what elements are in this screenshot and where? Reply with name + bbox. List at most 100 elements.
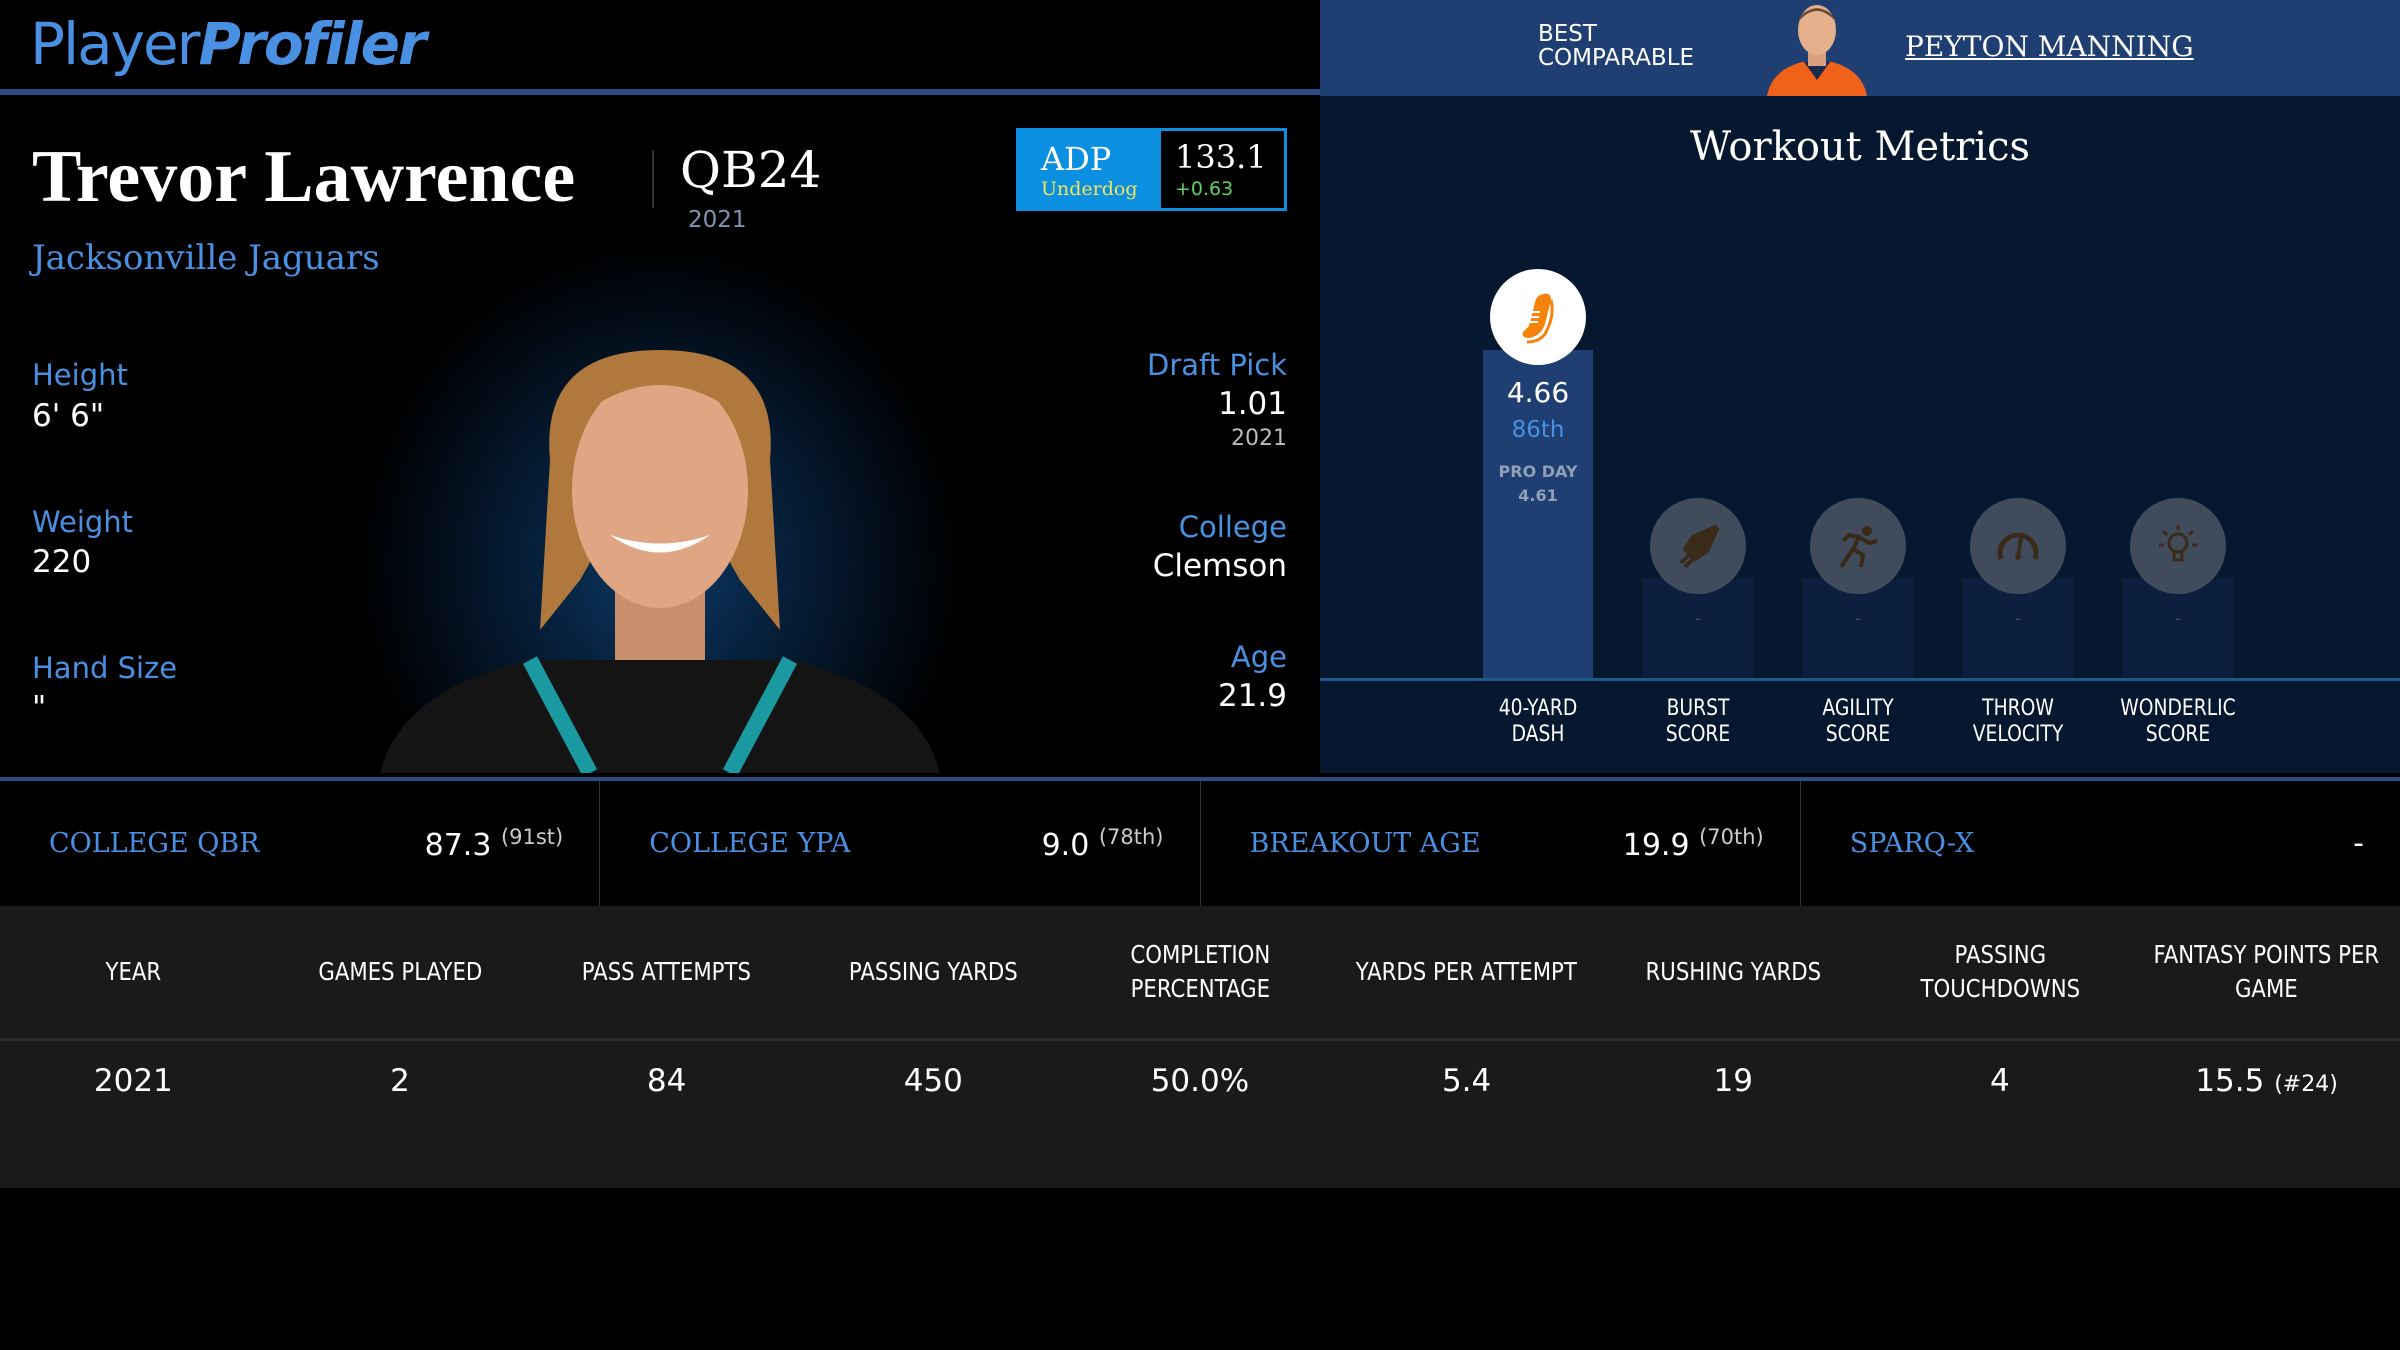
divider <box>0 89 1320 95</box>
draft-year: 2021 <box>1231 426 1287 451</box>
label-line1: THROW <box>1982 696 2054 721</box>
stat-label: BREAKOUT AGE <box>1249 828 1481 859</box>
metric-percentile: 86th <box>1511 417 1565 443</box>
metric-bar-throw-velocity <box>1963 578 2073 678</box>
adp-value-box: 133.1 +0.63 <box>1161 131 1284 208</box>
season-stats-table: YEAR GAMES PLAYED PASS ATTEMPTS PASSING … <box>0 906 2400 1188</box>
stat-label: COLLEGE YPA <box>649 828 851 859</box>
logo-part1: Player <box>30 10 200 78</box>
stat-value: - <box>2353 826 2364 861</box>
table-cell: 15.5 (#24) <box>2133 1063 2400 1099</box>
stat-college-qbr: COLLEGE QBR 87.3 (91st) <box>0 781 601 906</box>
fantasy-rank: (#24) <box>2274 1072 2338 1097</box>
comparable-player-photo <box>1767 5 1867 96</box>
metric-value: 4.66 <box>1506 376 1570 409</box>
adp-box: ADP Underdog 133.1 +0.63 <box>1016 128 1287 211</box>
table-header-row: YEAR GAMES PLAYED PASS ATTEMPTS PASSING … <box>0 906 2400 1041</box>
label-line2: SCORE <box>1665 722 1731 747</box>
stat-number: - <box>2353 826 2364 861</box>
adp-source: Underdog <box>1041 178 1138 200</box>
adp-label: ADP <box>1041 140 1112 178</box>
stat-sparq-x: SPARQ-X - <box>1801 781 2400 906</box>
stat-label: COLLEGE QBR <box>49 828 260 859</box>
college-value: Clemson <box>1152 548 1287 584</box>
logo-part2: Profiler <box>198 10 427 78</box>
stat-rank: (70th) <box>1699 824 1764 849</box>
stat-value: 19.9 (70th) <box>1623 825 1764 863</box>
top-bar <box>0 0 1320 92</box>
label-line2: SCORE <box>2145 722 2211 747</box>
label-line1: BEST <box>1538 21 1597 47</box>
metric-bar-40-yard-dash <box>1483 350 1593 678</box>
stat-number: 87.3 <box>424 827 492 863</box>
weight-value: 220 <box>32 544 92 580</box>
label-line2: COMPARABLE <box>1538 45 1695 71</box>
stat-breakout-age: BREAKOUT AGE 19.9 (70th) <box>1201 781 1801 906</box>
column-header[interactable]: FANTASY POINTS PER GAME <box>2153 940 2380 1003</box>
hand-size-label: Hand Size <box>32 651 178 685</box>
label-line2: VELOCITY <box>1972 722 2064 747</box>
season-year: 2021 <box>688 207 747 233</box>
comparable-player-link[interactable]: PEYTON MANNING <box>1905 30 2194 63</box>
label-line2: SCORE <box>1825 722 1891 747</box>
column-header[interactable]: PASSING TOUCHDOWNS <box>1920 940 2080 1003</box>
label-line1: BURST <box>1666 696 1730 721</box>
column-header[interactable]: COMPLETION PERCENTAGE <box>1130 940 1270 1003</box>
draft-pick-value: 1.01 <box>1217 386 1287 422</box>
hand-size-value: " <box>32 690 47 726</box>
metric-value: - <box>2014 608 2022 629</box>
table-cell: 5.4 <box>1441 1063 1492 1099</box>
label-line2: DASH <box>1511 722 1565 747</box>
player-name: Trevor Lawrence <box>32 136 576 218</box>
label-line1: 40-YARD <box>1498 696 1578 721</box>
adp-label-box: ADP Underdog <box>1019 131 1161 208</box>
fantasy-points: 15.5 <box>2195 1063 2265 1099</box>
team-name[interactable]: Jacksonville Jaguars <box>32 238 380 278</box>
column-header[interactable]: YEAR <box>105 957 162 986</box>
metric-value: - <box>1694 608 1702 629</box>
height-value: 6' 6" <box>32 398 105 434</box>
metric-bar-agility-score <box>1803 578 1913 678</box>
label-line1: WONDERLIC <box>2120 696 2236 721</box>
rocket-icon <box>1650 498 1746 594</box>
metric-label-burst-score: BURST SCORE <box>1630 696 1766 748</box>
metric-value: - <box>1854 608 1862 629</box>
metric-label-throw-velocity: THROW VELOCITY <box>1950 696 2086 748</box>
metric-value: - <box>2174 608 2182 629</box>
stat-value: 87.3 (91st) <box>425 825 564 863</box>
stats-bar: COLLEGE QBR 87.3 (91st) COLLEGE YPA 9.0 (7… <box>0 777 2400 906</box>
column-header[interactable]: PASS ATTEMPTS <box>582 957 752 986</box>
workout-title: Workout Metrics <box>1689 124 2031 170</box>
height-label: Height <box>32 358 128 392</box>
column-header[interactable]: PASSING YARDS <box>848 957 1018 986</box>
pro-day-value: 4.61 <box>1518 486 1558 505</box>
table-cell: 50.0% <box>1150 1063 1250 1099</box>
table-cell: 4 <box>1990 1063 2010 1099</box>
stat-number: 19.9 <box>1622 827 1690 863</box>
stat-number: 9.0 <box>1041 827 1090 863</box>
table-row: 2021 2 84 450 50.0% 5.4 19 4 15.5 (#24) <box>0 1041 2400 1121</box>
adp-change: +0.63 <box>1175 178 1234 200</box>
stat-label: SPARQ-X <box>1849 828 1975 859</box>
logo[interactable]: PlayerProfiler <box>30 10 427 78</box>
metric-label-wonderlic-score: WONDERLIC SCORE <box>2110 696 2246 748</box>
player-photo <box>380 350 940 773</box>
runner-icon <box>1810 498 1906 594</box>
column-header[interactable]: GAMES PLAYED <box>318 957 482 986</box>
best-comparable-label: BEST COMPARABLE <box>1538 22 1694 70</box>
table-cell: 2021 <box>93 1063 173 1099</box>
lightbulb-icon <box>2130 498 2226 594</box>
age-value: 21.9 <box>1217 678 1287 714</box>
label-line1: AGILITY <box>1822 696 1894 721</box>
stat-college-ypa: COLLEGE YPA 9.0 (78th) <box>600 781 1201 906</box>
column-header[interactable]: RUSHING YARDS <box>1645 957 1822 986</box>
speedometer-icon <box>1970 498 2066 594</box>
stat-value: 9.0 (78th) <box>1042 825 1164 863</box>
pro-day-label: PRO DAY <box>1498 462 1578 481</box>
position-rank: QB24 <box>680 141 822 199</box>
column-header[interactable]: YARDS PER ATTEMPT <box>1356 957 1578 986</box>
shoe-icon <box>1490 269 1586 365</box>
stat-rank: (78th) <box>1098 824 1164 849</box>
age-label: Age <box>1230 640 1287 674</box>
metric-bar-burst-score <box>1643 578 1753 678</box>
